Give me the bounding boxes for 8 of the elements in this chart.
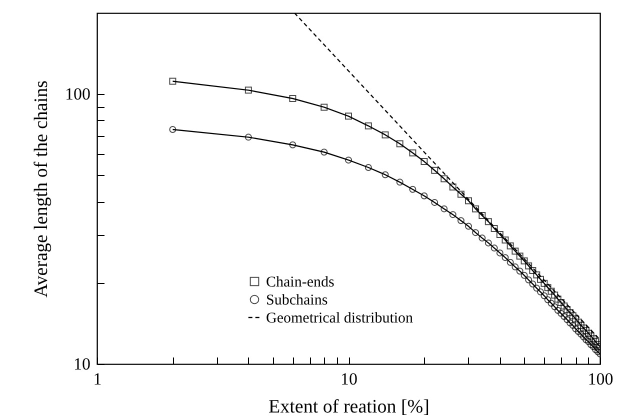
x-axis-title: Extent of reation [%] [268, 396, 430, 416]
y-axis-title: Average length of the chains [31, 80, 52, 298]
x-tick-label: 100 [588, 370, 614, 388]
legend-label: Chain-ends [266, 274, 334, 290]
legend-label: Geometrical distribution [266, 310, 414, 326]
x-tick-label: 1 [93, 370, 102, 388]
x-tick-label: 10 [340, 370, 358, 388]
legend-label: Subchains [266, 292, 328, 308]
